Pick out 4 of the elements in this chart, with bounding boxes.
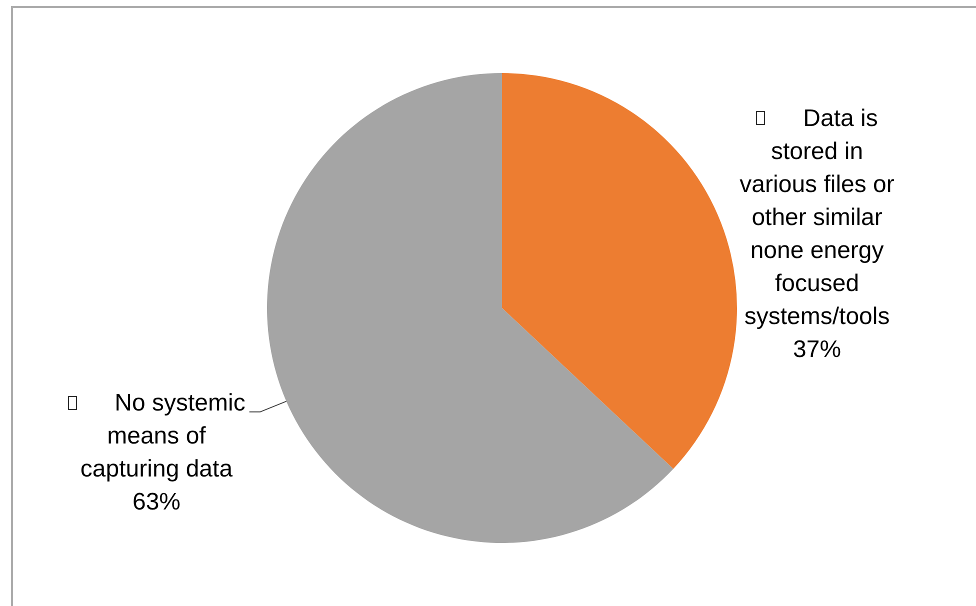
data-label: 37% [793,336,842,363]
data-label: 63% [132,488,181,516]
slice-label: No systemic means of capturing data [80,389,246,482]
slice-label: Data is stored in various files or other similar none energy focused systems/tools [740,104,894,330]
